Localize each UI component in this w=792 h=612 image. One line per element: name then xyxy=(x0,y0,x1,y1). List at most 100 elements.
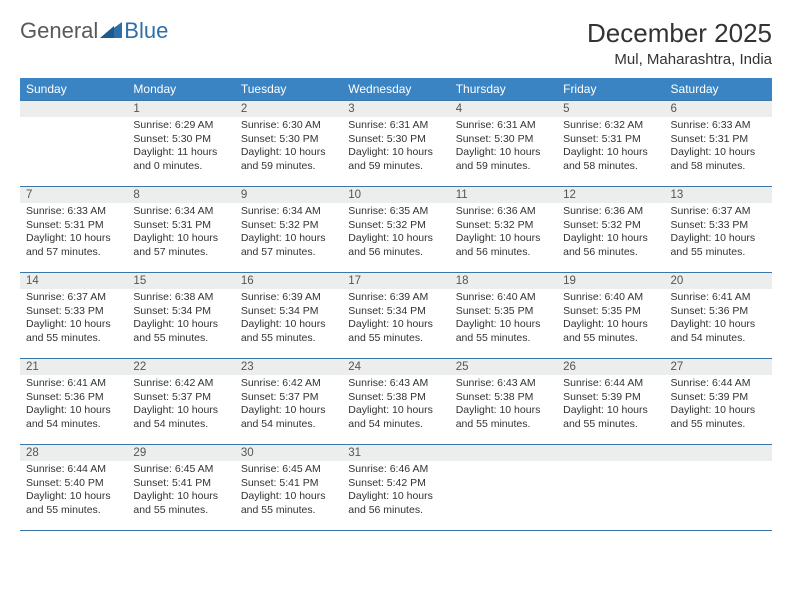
daylight-text: Daylight: 10 hours and 55 minutes. xyxy=(348,318,443,345)
day-number: 17 xyxy=(342,272,449,289)
day-number: 31 xyxy=(342,444,449,461)
sunset-text: Sunset: 5:38 PM xyxy=(348,391,443,405)
day-number: 16 xyxy=(235,272,342,289)
sunrise-text: Sunrise: 6:29 AM xyxy=(133,119,228,133)
sunrise-text: Sunrise: 6:45 AM xyxy=(241,463,336,477)
day-content: Sunrise: 6:43 AMSunset: 5:38 PMDaylight:… xyxy=(450,375,557,436)
sunrise-text: Sunrise: 6:39 AM xyxy=(241,291,336,305)
calendar-week-row: 14Sunrise: 6:37 AMSunset: 5:33 PMDayligh… xyxy=(20,272,772,358)
calendar-day-cell: 1Sunrise: 6:29 AMSunset: 5:30 PMDaylight… xyxy=(127,100,234,186)
sunrise-text: Sunrise: 6:42 AM xyxy=(133,377,228,391)
daylight-text: Daylight: 10 hours and 55 minutes. xyxy=(133,318,228,345)
day-number: 11 xyxy=(450,186,557,203)
daylight-text: Daylight: 10 hours and 56 minutes. xyxy=(348,490,443,517)
calendar-day-cell: 16 Sunrise: 6:39 AMSunset: 5:34 PMDayligh… xyxy=(235,272,342,358)
sunrise-text: Sunrise: 6:40 AM xyxy=(456,291,551,305)
daylight-text: Daylight: 10 hours and 54 minutes. xyxy=(133,404,228,431)
calendar-day-cell: 26Sunrise: 6:44 AMSunset: 5:39 PMDayligh… xyxy=(557,358,664,444)
day-number: 7 xyxy=(20,186,127,203)
day-content: Sunrise: 6:44 AMSunset: 5:39 PMDaylight:… xyxy=(557,375,664,436)
day-content: Sunrise: 6:40 AMSunset: 5:35 PMDaylight:… xyxy=(557,289,664,350)
daylight-text: Daylight: 10 hours and 55 minutes. xyxy=(563,404,658,431)
daylight-text: Daylight: 10 hours and 54 minutes. xyxy=(348,404,443,431)
day-content: Sunrise: 6:45 AMSunset: 5:41 PMDaylight:… xyxy=(127,461,234,522)
day-content: Sunrise: 6:35 AMSunset: 5:32 PMDaylight:… xyxy=(342,203,449,264)
sunset-text: Sunset: 5:31 PM xyxy=(671,133,766,147)
sunset-text: Sunset: 5:39 PM xyxy=(563,391,658,405)
day-content xyxy=(557,461,664,467)
sunrise-text: Sunrise: 6:45 AM xyxy=(133,463,228,477)
daylight-text: Daylight: 10 hours and 55 minutes. xyxy=(26,490,121,517)
calendar-day-cell: 21Sunrise: 6:41 AMSunset: 5:36 PMDayligh… xyxy=(20,358,127,444)
sunset-text: Sunset: 5:33 PM xyxy=(26,305,121,319)
calendar-table: SundayMondayTuesdayWednesdayThursdayFrid… xyxy=(20,78,772,530)
day-content: Sunrise: 6:31 AMSunset: 5:30 PMDaylight:… xyxy=(450,117,557,178)
daylight-text: Daylight: 10 hours and 57 minutes. xyxy=(26,232,121,259)
sunset-text: Sunset: 5:42 PM xyxy=(348,477,443,491)
sunrise-text: Sunrise: 6:44 AM xyxy=(26,463,121,477)
calendar-day-cell: 13Sunrise: 6:37 AMSunset: 5:33 PMDayligh… xyxy=(665,186,772,272)
day-content: Sunrise: 6:46 AMSunset: 5:42 PMDaylight:… xyxy=(342,461,449,522)
daylight-text: Daylight: 10 hours and 56 minutes. xyxy=(348,232,443,259)
calendar-week-row: 28Sunrise: 6:44 AMSunset: 5:40 PMDayligh… xyxy=(20,444,772,530)
weekday-header: Sunday xyxy=(20,78,127,100)
daylight-text: Daylight: 10 hours and 59 minutes. xyxy=(348,146,443,173)
day-content: Sunrise: 6:38 AMSunset: 5:34 PMDaylight:… xyxy=(127,289,234,350)
day-content: Sunrise: 6:44 AMSunset: 5:39 PMDaylight:… xyxy=(665,375,772,436)
sunrise-text: Sunrise: 6:43 AM xyxy=(348,377,443,391)
day-number: 27 xyxy=(665,358,772,375)
day-content: Sunrise: 6:33 AMSunset: 5:31 PMDaylight:… xyxy=(665,117,772,178)
calendar-day-cell: 11 Sunrise: 6:36 AMSunset: 5:32 PMDayligh… xyxy=(450,186,557,272)
day-content: Sunrise: 6:37 AMSunset: 5:33 PMDaylight:… xyxy=(20,289,127,350)
calendar-day-cell: 22Sunrise: 6:42 AMSunset: 5:37 PMDayligh… xyxy=(127,358,234,444)
sunset-text: Sunset: 5:31 PM xyxy=(563,133,658,147)
sunset-text: Sunset: 5:41 PM xyxy=(241,477,336,491)
calendar-day-cell: 31Sunrise: 6:46 AMSunset: 5:42 PMDayligh… xyxy=(342,444,449,530)
daylight-text: Daylight: 10 hours and 55 minutes. xyxy=(563,318,658,345)
daylight-text: Daylight: 10 hours and 56 minutes. xyxy=(456,232,551,259)
sunrise-text: Sunrise: 6:36 AM xyxy=(456,205,551,219)
bottom-rule xyxy=(20,530,772,531)
day-content: Sunrise: 6:44 AMSunset: 5:40 PMDaylight:… xyxy=(20,461,127,522)
sunrise-text: Sunrise: 6:32 AM xyxy=(563,119,658,133)
sunset-text: Sunset: 5:31 PM xyxy=(133,219,228,233)
day-number: 25 xyxy=(450,358,557,375)
calendar-week-row: 7Sunrise: 6:33 AMSunset: 5:31 PMDaylight… xyxy=(20,186,772,272)
daylight-text: Daylight: 10 hours and 56 minutes. xyxy=(563,232,658,259)
daylight-text: Daylight: 10 hours and 59 minutes. xyxy=(456,146,551,173)
calendar-day-cell: 7Sunrise: 6:33 AMSunset: 5:31 PMDaylight… xyxy=(20,186,127,272)
month-title: December 2025 xyxy=(587,18,772,49)
calendar-day-cell: 10Sunrise: 6:35 AMSunset: 5:32 PMDayligh… xyxy=(342,186,449,272)
day-number xyxy=(557,444,664,461)
sunset-text: Sunset: 5:36 PM xyxy=(671,305,766,319)
calendar-day-cell: 29Sunrise: 6:45 AMSunset: 5:41 PMDayligh… xyxy=(127,444,234,530)
sunrise-text: Sunrise: 6:39 AM xyxy=(348,291,443,305)
daylight-text: Daylight: 10 hours and 55 minutes. xyxy=(26,318,121,345)
sunset-text: Sunset: 5:34 PM xyxy=(241,305,336,319)
sunset-text: Sunset: 5:41 PM xyxy=(133,477,228,491)
brand-part2: Blue xyxy=(124,18,168,44)
calendar-day-cell: 24Sunrise: 6:43 AMSunset: 5:38 PMDayligh… xyxy=(342,358,449,444)
day-number: 18 xyxy=(450,272,557,289)
calendar-day-cell: 8Sunrise: 6:34 AMSunset: 5:31 PMDaylight… xyxy=(127,186,234,272)
sunrise-text: Sunrise: 6:43 AM xyxy=(456,377,551,391)
sunrise-text: Sunrise: 6:36 AM xyxy=(563,205,658,219)
day-number xyxy=(20,100,127,117)
sunrise-text: Sunrise: 6:30 AM xyxy=(241,119,336,133)
brand-logo: General Blue xyxy=(20,18,168,44)
day-number: 13 xyxy=(665,186,772,203)
day-number: 29 xyxy=(127,444,234,461)
sunset-text: Sunset: 5:30 PM xyxy=(456,133,551,147)
sunset-text: Sunset: 5:34 PM xyxy=(133,305,228,319)
sunset-text: Sunset: 5:32 PM xyxy=(456,219,551,233)
calendar-week-row: 1Sunrise: 6:29 AMSunset: 5:30 PMDaylight… xyxy=(20,100,772,186)
daylight-text: Daylight: 10 hours and 55 minutes. xyxy=(671,404,766,431)
calendar-day-cell xyxy=(20,100,127,186)
sunset-text: Sunset: 5:35 PM xyxy=(456,305,551,319)
title-block: December 2025 Mul, Maharashtra, India xyxy=(587,18,772,68)
day-number: 2 xyxy=(235,100,342,117)
daylight-text: Daylight: 10 hours and 57 minutes. xyxy=(133,232,228,259)
calendar-day-cell: 27Sunrise: 6:44 AMSunset: 5:39 PMDayligh… xyxy=(665,358,772,444)
daylight-text: Daylight: 10 hours and 55 minutes. xyxy=(241,318,336,345)
daylight-text: Daylight: 10 hours and 57 minutes. xyxy=(241,232,336,259)
